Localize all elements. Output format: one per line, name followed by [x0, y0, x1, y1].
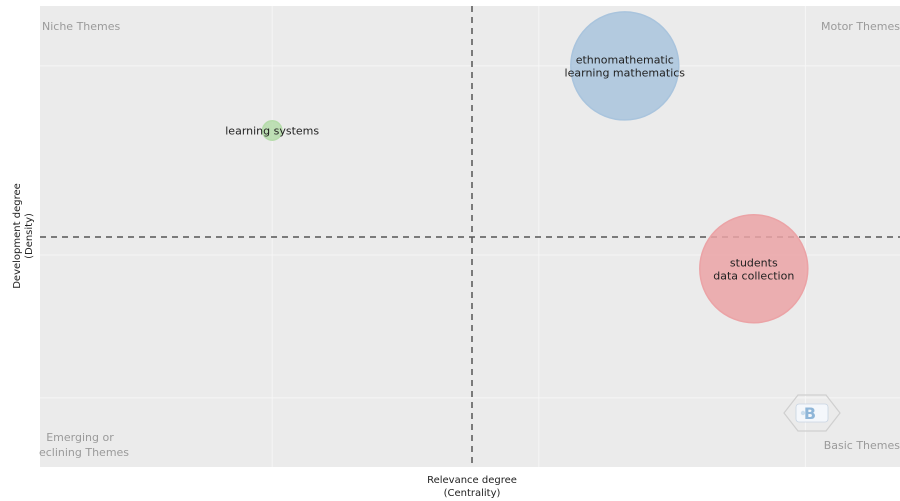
theme-label: ethnomathematic	[576, 53, 674, 66]
niche-themes-label: Niche Themes	[42, 20, 121, 33]
svg-text:B: B	[804, 404, 816, 423]
theme-bubble[interactable]	[699, 214, 809, 324]
quadrant-label-motor: Motor Themes	[821, 20, 900, 33]
y-axis-title: Development degree (Density)	[12, 183, 35, 289]
emerging-themes-label: Emerging or eclining Themes	[39, 431, 129, 459]
theme-bubble[interactable]	[570, 11, 680, 121]
theme-label: learning mathematics	[565, 66, 686, 79]
theme-label: data collection	[713, 269, 794, 282]
motor-themes-label: Motor Themes	[821, 20, 900, 33]
y-axis-title-line1: Development degree	[12, 183, 23, 289]
quadrant-label-niche: Niche Themes	[42, 20, 121, 33]
y-axis-title-line2: (Density)	[24, 213, 35, 259]
basic-themes-label: Basic Themes	[824, 439, 900, 452]
theme-label: students	[730, 256, 778, 269]
quadrant-label-basic: Basic Themes	[824, 439, 900, 452]
quadrant-label-emerging-line2: eclining Themes	[39, 446, 129, 459]
x-axis-title-line2: (Centrality)	[444, 488, 501, 499]
theme-bubble[interactable]	[261, 120, 283, 141]
x-axis-title: Relevance degree (Centrality)	[427, 475, 517, 499]
x-axis-title-line1: Relevance degree	[427, 475, 517, 486]
bibliometrix-logo-icon: B	[783, 394, 841, 432]
theme-label: learning systems	[225, 124, 319, 137]
quadrant-label-emerging-line1: Emerging or	[46, 431, 114, 444]
